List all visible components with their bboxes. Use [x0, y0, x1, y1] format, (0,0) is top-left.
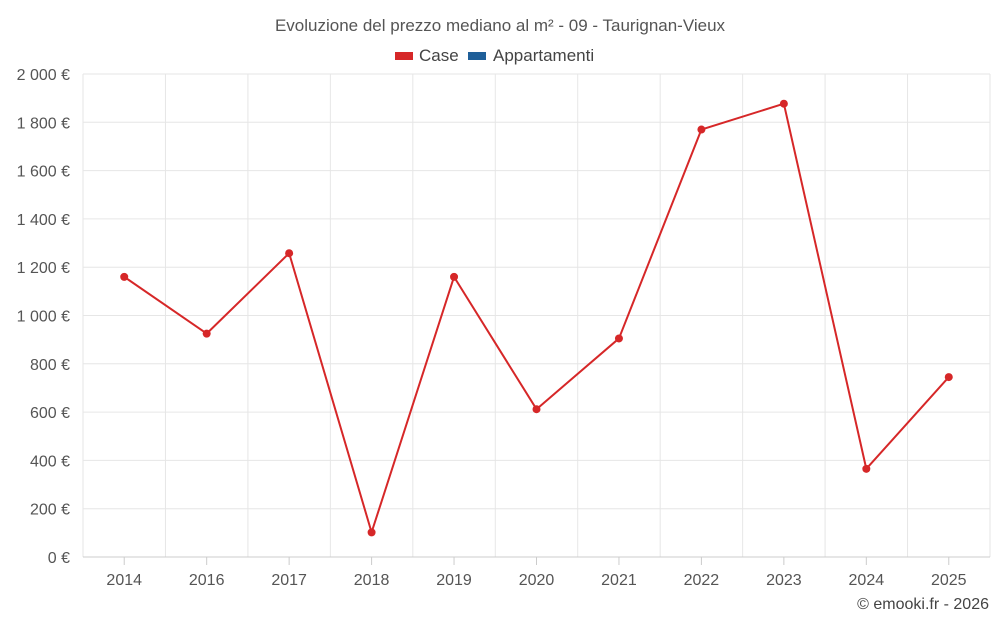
credit-text: © emooki.fr - 2026	[857, 596, 989, 613]
data-point-case-2022[interactable]	[697, 125, 706, 134]
x-tick-label: 2014	[106, 572, 142, 589]
data-point-case-2024[interactable]	[862, 464, 871, 473]
x-tick-label: 2020	[519, 572, 555, 589]
data-point-case-2017[interactable]	[285, 249, 294, 258]
y-tick-label: 1 600 €	[17, 164, 70, 181]
data-point-case-2014[interactable]	[120, 272, 129, 281]
data-point-case-2018[interactable]	[367, 528, 376, 537]
x-tick-label: 2019	[436, 572, 472, 589]
data-point-case-2023[interactable]	[779, 99, 788, 108]
x-tick-label: 2018	[354, 572, 390, 589]
y-axis-ticks: 0 € 200 € 400 € 600 € 800 € 1 000 € 1 200 € 1 4…	[17, 67, 70, 567]
data-point-case-2020[interactable]	[532, 405, 541, 414]
x-tick-label: 2021	[601, 572, 637, 589]
y-tick-label: 1 800 €	[17, 115, 70, 132]
y-tick-label: 1 200 €	[17, 260, 70, 277]
legend-swatch-case	[395, 52, 413, 60]
legend-swatch-appartamenti	[468, 52, 486, 60]
x-tick-label: 2024	[849, 572, 885, 589]
y-tick-label: 400 €	[30, 453, 70, 470]
x-tick-label: 2016	[189, 572, 225, 589]
y-tick-label: 2 000 €	[17, 67, 70, 84]
chart-title: Evoluzione del prezzo mediano al m² - 09…	[275, 16, 726, 35]
x-tick-label: 2025	[931, 572, 967, 589]
y-tick-label: 1 000 €	[17, 309, 70, 326]
y-tick-label: 600 €	[30, 405, 70, 422]
legend: Case Appartamenti	[395, 46, 594, 65]
y-tick-label: 1 400 €	[17, 212, 70, 229]
data-point-case-2016[interactable]	[202, 329, 211, 338]
legend-item-case[interactable]: Case	[395, 46, 459, 65]
y-tick-label: 200 €	[30, 502, 70, 519]
y-tick-label: 0 €	[48, 550, 70, 567]
legend-label-case: Case	[419, 46, 459, 65]
x-tick-label: 2017	[271, 572, 307, 589]
y-tick-label: 800 €	[30, 357, 70, 374]
x-tick-label: 2022	[684, 572, 720, 589]
data-point-case-2025[interactable]	[944, 373, 953, 382]
data-point-case-2019[interactable]	[450, 272, 459, 281]
x-tick-label: 2023	[766, 572, 802, 589]
data-point-case-2021[interactable]	[614, 334, 623, 343]
x-axis-ticks: 2014 2016 2017 2018 2019 2020 2021 2022 2023 2024…	[106, 557, 967, 589]
legend-label-appartamenti: Appartamenti	[493, 46, 594, 65]
legend-item-appartamenti[interactable]: Appartamenti	[468, 46, 594, 65]
series-case	[120, 99, 953, 537]
gridlines	[82, 73, 991, 557]
